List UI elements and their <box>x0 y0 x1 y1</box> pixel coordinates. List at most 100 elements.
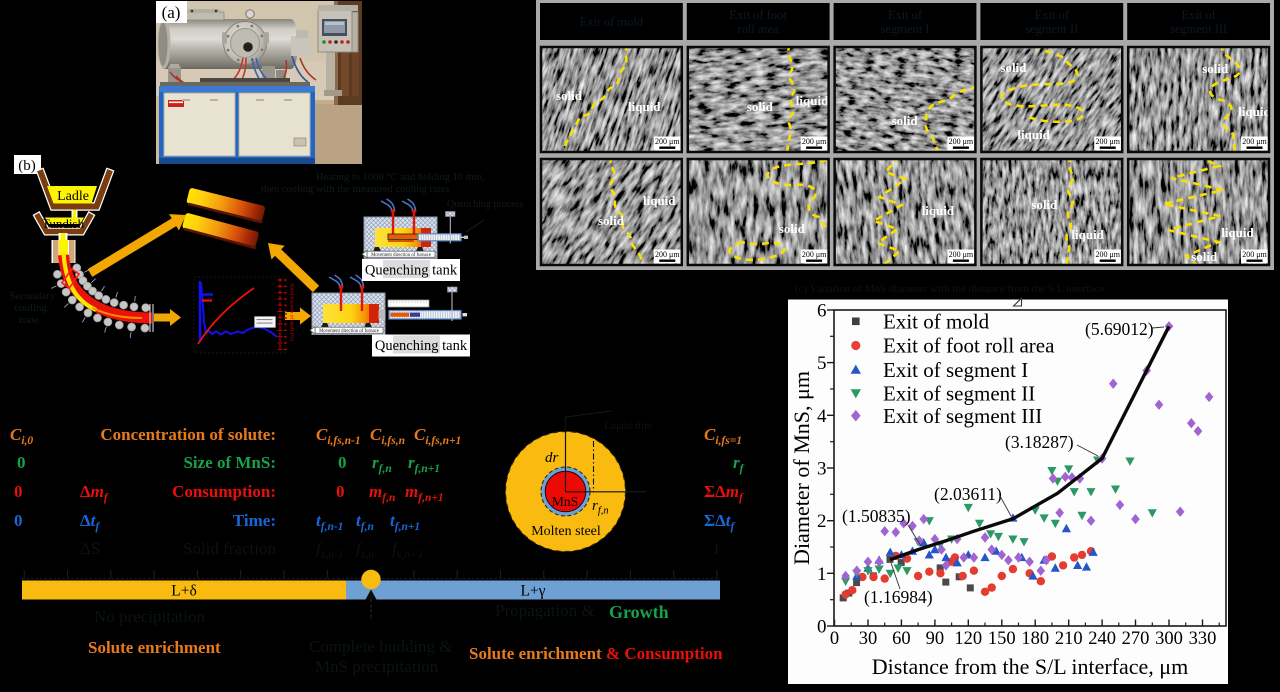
svg-text:210: 210 <box>1055 629 1083 649</box>
svg-text:rf,n: rf,n <box>592 498 609 517</box>
svg-text:Δtf: Δtf <box>80 511 100 533</box>
svg-text:MnS precipitation: MnS precipitation <box>315 657 439 676</box>
svg-text:200 μm: 200 μm <box>655 250 680 259</box>
svg-text:zone: zone <box>18 314 39 326</box>
svg-text:4: 4 <box>817 406 827 427</box>
svg-text:(1.16984): (1.16984) <box>864 587 933 607</box>
svg-text:200 μm: 200 μm <box>655 137 680 146</box>
svg-text:300: 300 <box>1155 629 1183 649</box>
svg-text:120: 120 <box>954 629 982 649</box>
svg-text:Ci,0: Ci,0 <box>10 425 33 447</box>
svg-text:Ci,fs,n: Ci,fs,n <box>370 425 405 447</box>
svg-text:Solid fraction of shell (%): Solid fraction of shell (%) <box>289 283 296 341</box>
svg-text:cooling: cooling <box>14 302 47 314</box>
svg-text:90: 90 <box>926 629 945 649</box>
svg-text:liquid: liquid <box>628 99 661 114</box>
svg-text:240: 240 <box>1088 629 1116 649</box>
svg-text:roll area: roll area <box>738 22 780 36</box>
svg-text:Ci,fs,n+1: Ci,fs,n+1 <box>414 425 461 447</box>
svg-text:solid: solid <box>1000 60 1027 75</box>
svg-text:liquid: liquid <box>1071 227 1104 242</box>
svg-text:Exit of segment I: Exit of segment I <box>883 358 1028 382</box>
svg-text:Size of MnS:: Size of MnS: <box>183 453 276 472</box>
svg-text:solid: solid <box>747 99 774 114</box>
svg-text:Propagation &: Propagation & <box>495 601 595 620</box>
svg-text:Exit of: Exit of <box>1181 8 1216 22</box>
svg-text:rf: rf <box>733 453 745 475</box>
svg-text:(2.03611): (2.03611) <box>934 484 1002 504</box>
svg-text:Consumption:: Consumption: <box>172 482 276 501</box>
svg-text:0: 0 <box>817 617 827 638</box>
svg-text:Distance from the S/L interfac: Distance from the S/L interface, μm <box>872 654 1188 679</box>
svg-text:(1.50835): (1.50835) <box>842 506 911 526</box>
svg-text:(b): (b) <box>18 158 36 174</box>
svg-text:fs,n: fs,n <box>356 539 374 561</box>
svg-text:L+γ: L+γ <box>520 583 545 600</box>
svg-text:tf,n: tf,n <box>356 511 374 533</box>
svg-text:Heating to 1600 °C and holding: Heating to 1600 °C and holding 10 min, <box>316 172 485 183</box>
svg-text:Quenching tank: Quenching tank <box>365 263 458 279</box>
svg-text:30: 30 <box>859 629 878 649</box>
svg-text:dr: dr <box>545 450 559 466</box>
svg-text:solid: solid <box>892 113 919 128</box>
svg-text:1: 1 <box>817 564 827 585</box>
svg-text:rf,n: rf,n <box>372 453 392 475</box>
svg-text:0: 0 <box>336 482 345 501</box>
svg-text:mf,n: mf,n <box>369 482 395 504</box>
svg-text:180: 180 <box>1021 629 1049 649</box>
svg-text:Exit of segment II: Exit of segment II <box>883 381 1035 405</box>
svg-text:L+δ: L+δ <box>171 583 197 600</box>
svg-text:0: 0 <box>14 511 23 530</box>
svg-text:Quenching tank: Quenching tank <box>375 338 468 354</box>
svg-text:60: 60 <box>892 629 911 649</box>
svg-text:150: 150 <box>988 629 1016 649</box>
svg-text:Exit of: Exit of <box>888 8 923 22</box>
svg-text:ΣΔtf: ΣΔtf <box>704 511 736 533</box>
svg-text:rf,n+1: rf,n+1 <box>408 453 440 475</box>
svg-text:then cooling with the measured: then cooling with the measured cooling r… <box>261 184 449 195</box>
svg-text:200 μm: 200 μm <box>1095 137 1120 146</box>
svg-text:(3.18287): (3.18287) <box>1005 432 1074 452</box>
svg-text:solid: solid <box>556 88 583 103</box>
svg-text:Ci,fs,n-1: Ci,fs,n-1 <box>316 425 361 447</box>
svg-text:liquid: liquid <box>796 93 829 108</box>
svg-text:200 μm: 200 μm <box>1242 250 1267 259</box>
svg-text:0: 0 <box>17 453 26 472</box>
svg-text:0: 0 <box>830 629 839 649</box>
svg-text:Growth: Growth <box>609 602 669 622</box>
svg-text:Time:: Time: <box>233 511 276 530</box>
svg-text:Exit of mold: Exit of mold <box>883 310 990 334</box>
svg-text:200 μm: 200 μm <box>1095 250 1120 259</box>
svg-text:Secondary: Secondary <box>9 290 56 302</box>
svg-text:(a): (a) <box>162 3 181 22</box>
svg-text:6: 6 <box>817 301 827 322</box>
svg-text:(c) Variation of MnS diameter: (c) Variation of MnS diameter with the d… <box>795 283 1105 295</box>
svg-text:Exit of foot: Exit of foot <box>729 8 787 22</box>
svg-text:200 μm: 200 μm <box>1242 137 1267 146</box>
svg-text:fs,n-1: fs,n-1 <box>316 539 343 561</box>
svg-text:200 μm: 200 μm <box>802 250 827 259</box>
svg-text:Exit of foot roll area: Exit of foot roll area <box>883 334 1055 358</box>
svg-text:Solute enrichment: Solute enrichment <box>88 638 221 657</box>
svg-text:0: 0 <box>14 482 23 501</box>
svg-text:270: 270 <box>1122 629 1150 649</box>
svg-text:tf,n+1: tf,n+1 <box>390 511 420 533</box>
svg-text:Solid fraction: Solid fraction <box>183 539 277 558</box>
svg-text:Diameter of MnS, μm: Diameter of MnS, μm <box>789 371 814 565</box>
svg-text:segment III: segment III <box>1170 22 1227 36</box>
svg-text:Tundish: Tundish <box>42 216 85 231</box>
svg-text:1: 1 <box>712 539 721 558</box>
svg-text:5: 5 <box>817 353 827 374</box>
svg-text:Exit of segment III: Exit of segment III <box>883 404 1042 428</box>
svg-text:330: 330 <box>1189 629 1217 649</box>
svg-text:Δmf: Δmf <box>80 482 109 504</box>
svg-text:solid: solid <box>779 221 806 236</box>
svg-text:ΔS: ΔS <box>80 539 100 558</box>
svg-text:Movement direction of furnace: Movement direction of furnace <box>371 253 431 258</box>
svg-text:solid: solid <box>1202 61 1229 76</box>
svg-text:Complete budding &: Complete budding & <box>309 637 453 656</box>
svg-text:Ladle: Ladle <box>57 189 89 204</box>
svg-text:solid: solid <box>1191 249 1218 264</box>
svg-text:Molten steel: Molten steel <box>531 524 601 539</box>
svg-text:liquid: liquid <box>1221 225 1254 240</box>
